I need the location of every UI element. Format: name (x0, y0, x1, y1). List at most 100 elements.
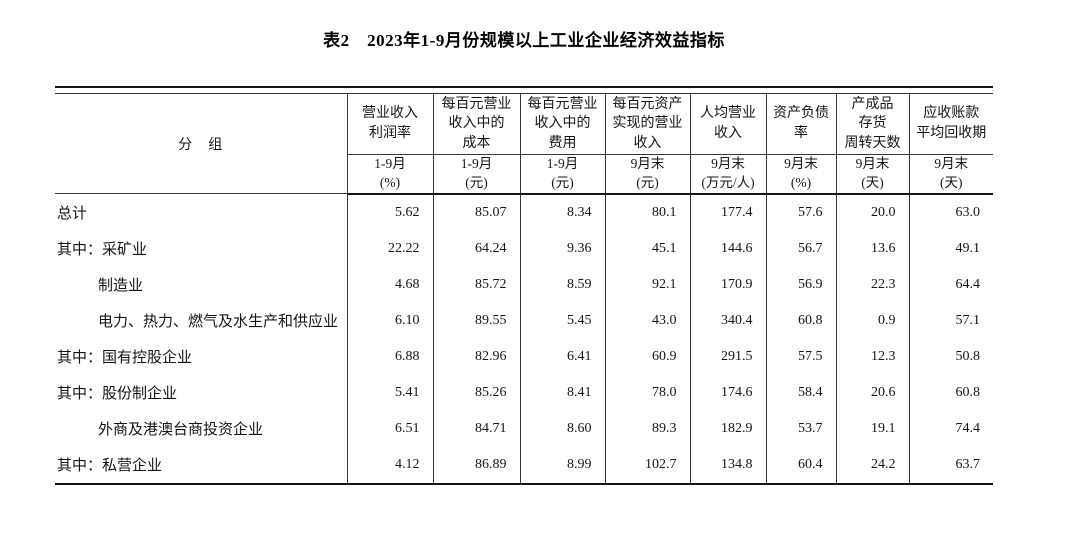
table-header: 分 组 营业收入 利润率 每百元营业 收入中的 成本 每百元营业 收入中的 费用… (55, 93, 993, 195)
cell-value: 45.1 (605, 230, 691, 267)
cell-value: 177.4 (690, 193, 767, 231)
col-cost-per-100-revenue: 每百元营业 收入中的 成本 (433, 93, 521, 155)
row-label: 其中：私营企业 (55, 446, 348, 484)
col-profit-margin: 营业收入 利润率 (347, 93, 434, 155)
cell-value: 58.4 (766, 374, 837, 411)
document-page: 表2 2023年1-9月份规模以上工业企业经济效益指标 分 组 营业收入 利润率… (0, 26, 1080, 485)
cell-value: 4.12 (347, 446, 434, 484)
cell-value: 5.41 (347, 374, 434, 411)
cell-value: 57.6 (766, 193, 837, 231)
unit-cell-revenue-assets: 9月末 (元) (605, 154, 691, 195)
table-body: 总计 5.62 85.07 8.34 80.1 177.4 57.6 20.0 63.0 其中：采… (55, 193, 993, 484)
col-inventory-turnover-days: 产成品 存货 周转天数 (836, 93, 910, 155)
cell-value: 6.88 (347, 338, 434, 375)
cell-value: 20.0 (836, 193, 910, 231)
cell-value: 24.2 (836, 446, 910, 484)
table-row: 其中：股份制企业 5.41 85.26 8.41 78.0 174.6 58.4 20.6 60… (55, 374, 993, 411)
cell-value: 89.3 (605, 410, 691, 447)
row-label: 外商及港澳台商投资企业 (55, 410, 348, 447)
cell-value: 22.3 (836, 266, 910, 303)
group-header-cell: 分 组 (55, 93, 348, 195)
cell-value: 5.45 (520, 302, 606, 339)
unit-cell-turnover: 9月末 (天) (836, 154, 910, 195)
cell-value: 53.7 (766, 410, 837, 447)
cell-value: 9.36 (520, 230, 606, 267)
cell-value: 102.7 (605, 446, 691, 484)
cell-value: 5.62 (347, 193, 434, 231)
cell-value: 6.10 (347, 302, 434, 339)
table-row: 其中：私营企业 4.12 86.89 8.99 102.7 134.8 60.4 24.2 63… (55, 446, 993, 484)
cell-value: 78.0 (605, 374, 691, 411)
cell-value: 92.1 (605, 266, 691, 303)
cell-value: 89.55 (433, 302, 521, 339)
cell-value: 60.4 (766, 446, 837, 484)
row-label: 其中：股份制企业 (55, 374, 348, 411)
unit-cell-profit-margin: 1-9月 (%) (347, 154, 434, 195)
cell-value: 60.8 (955, 384, 981, 400)
cell-value: 6.41 (520, 338, 606, 375)
table-container: 分 组 营业收入 利润率 每百元营业 收入中的 成本 每百元营业 收入中的 费用… (55, 86, 993, 485)
cell-value: 174.6 (690, 374, 767, 411)
cell-value: 6.51 (347, 410, 434, 447)
cell-value: 63.7 (955, 456, 981, 472)
cell-value: 291.5 (690, 338, 767, 375)
cell-value: 4.68 (347, 266, 434, 303)
table-row: 电力、热力、燃气及水生产和供应业 6.10 89.55 5.45 43.0 340.4 60… (55, 302, 993, 339)
row-label: 总计 (55, 193, 348, 231)
cell-value: 57.5 (766, 338, 837, 375)
cell-value: 182.9 (690, 410, 767, 447)
cell-value: 8.59 (520, 266, 606, 303)
table-title: 表2 2023年1-9月份规模以上工业企业经济效益指标 (323, 31, 725, 50)
header-title-row: 分 组 营业收入 利润率 每百元营业 收入中的 成本 每百元营业 收入中的 费用… (55, 93, 993, 195)
col-receivables-collection-period: 应收账款 平均回收期 (909, 93, 993, 155)
cell-value: 8.41 (520, 374, 606, 411)
cell-value: 60.9 (605, 338, 691, 375)
row-label: 其中：国有控股企业 (55, 338, 348, 375)
cell-value: 60.8 (766, 302, 837, 339)
cell-value: 49.1 (955, 240, 981, 256)
cell-value: 134.8 (690, 446, 767, 484)
cell-value: 84.71 (433, 410, 521, 447)
cell-value: 63.0 (955, 204, 981, 220)
row-label: 电力、热力、燃气及水生产和供应业 (55, 302, 348, 339)
cell-value: 56.7 (766, 230, 837, 267)
table-row: 外商及港澳台商投资企业 6.51 84.71 8.60 89.3 182.9 53.7 19.… (55, 410, 993, 447)
table-row: 制造业 4.68 85.72 8.59 92.1 170.9 56.9 22.3 64.4 (55, 266, 993, 303)
cell-value: 8.34 (520, 193, 606, 231)
cell-value: 80.1 (605, 193, 691, 231)
cell-value: 74.4 (955, 420, 981, 436)
cell-value: 8.60 (520, 410, 606, 447)
cell-value: 13.6 (836, 230, 910, 267)
cell-value: 56.9 (766, 266, 837, 303)
cell-value: 86.89 (433, 446, 521, 484)
col-asset-liability-ratio: 资产负债 率 (766, 93, 837, 155)
cell-value: 85.07 (433, 193, 521, 231)
cell-value: 19.1 (836, 410, 910, 447)
unit-cell-collection: 9月末 (天) (909, 154, 993, 195)
economic-indicators-table: 分 组 营业收入 利润率 每百元营业 收入中的 成本 每百元营业 收入中的 费用… (55, 93, 993, 485)
cell-value: 85.72 (433, 266, 521, 303)
header-unit-row: 1-9月 (%) 1-9月 (元) 1-9月 (元) 9月末 (元) 9月末 (万元/人)… (55, 154, 993, 195)
cell-value: 20.6 (836, 374, 910, 411)
unit-cell-revenue-capita: 9月末 (万元/人) (690, 154, 767, 195)
cell-value: 0.9 (836, 302, 910, 339)
col-revenue-per-100-assets: 每百元资产 实现的营业 收入 (605, 93, 691, 155)
col-revenue-per-capita: 人均营业 收入 (690, 93, 767, 155)
row-label: 制造业 (55, 266, 348, 303)
cell-value: 82.96 (433, 338, 521, 375)
cell-value: 50.8 (955, 348, 981, 364)
cell-value: 8.99 (520, 446, 606, 484)
cell-value: 64.24 (433, 230, 521, 267)
unit-cell-expense: 1-9月 (元) (520, 154, 606, 195)
table-row: 其中：国有控股企业 6.88 82.96 6.41 60.9 291.5 57.5 12.3 5… (55, 338, 993, 375)
cell-value: 170.9 (690, 266, 767, 303)
cell-value: 57.1 (955, 312, 981, 328)
cell-value: 12.3 (836, 338, 910, 375)
col-expense-per-100-revenue: 每百元营业 收入中的 费用 (520, 93, 606, 155)
cell-value: 22.22 (347, 230, 434, 267)
cell-value: 340.4 (690, 302, 767, 339)
table-row: 总计 5.62 85.07 8.34 80.1 177.4 57.6 20.0 63.0 (55, 193, 993, 231)
unit-cell-cost: 1-9月 (元) (433, 154, 521, 195)
table-row: 其中：采矿业 22.22 64.24 9.36 45.1 144.6 56.7 13.6 49.… (55, 230, 993, 267)
unit-cell-liability: 9月末 (%) (766, 154, 837, 195)
